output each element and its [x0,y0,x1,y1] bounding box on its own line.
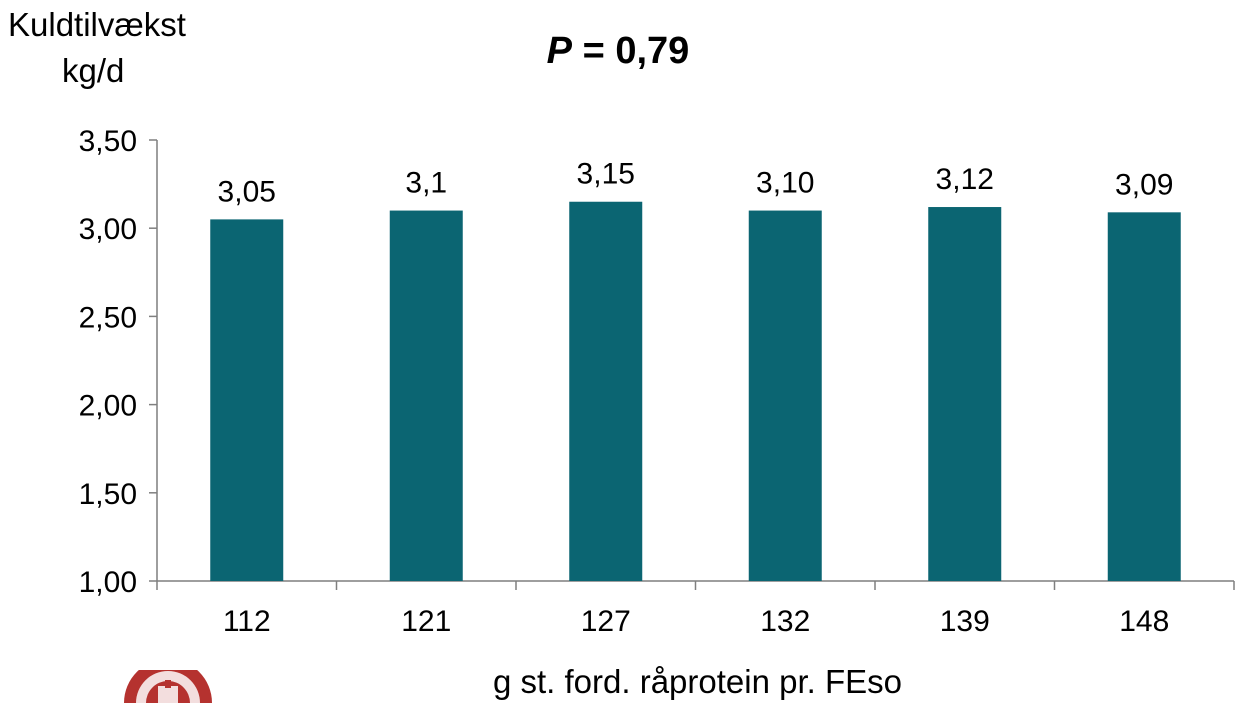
bar [210,219,284,581]
x-tick-label: 148 [1119,605,1169,638]
y-tick-label: 1,00 [79,566,137,599]
p-value: = 0,79 [582,30,690,72]
y-tick-label: 2,00 [79,390,137,423]
x-tick-label: 132 [760,605,810,638]
bar [748,210,822,581]
bar-value-label: 3,12 [936,163,994,196]
bar-value-label: 3,05 [218,175,276,208]
chart-title: P = 0,79 [0,30,1236,73]
x-tick-label: 121 [401,605,451,638]
x-tick-label: 139 [940,605,990,638]
x-tick-label: 112 [223,605,271,638]
bar [1107,212,1181,581]
university-seal-logo [124,670,212,703]
x-axis-label: g st. ford. råprotein pr. FEso [493,663,902,700]
y-tick-label: 1,50 [79,478,137,511]
bar [389,210,463,581]
y-axis-label-line-1: Kuldtilvækst [8,6,186,43]
bar-value-label: 3,09 [1115,168,1173,201]
x-tick-label: 127 [581,605,631,638]
bar-value-label: 3,1 [405,167,447,200]
p-symbol: P [546,30,573,72]
bar [569,201,643,582]
y-tick-label: 3,50 [79,125,137,158]
y-tick-label: 3,00 [79,213,137,246]
bar [928,207,1002,582]
y-tick-label: 2,50 [79,301,137,334]
bar-value-label: 3,15 [577,158,635,191]
y-axis-label-line-2: kg/d [62,52,125,89]
bar-value-label: 3,10 [756,167,814,200]
